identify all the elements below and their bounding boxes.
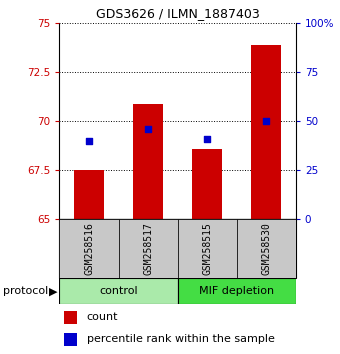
Bar xyxy=(252,45,281,219)
Bar xyxy=(64,311,77,324)
Text: count: count xyxy=(87,312,118,322)
Bar xyxy=(119,219,177,278)
Text: GSM258517: GSM258517 xyxy=(143,222,153,275)
Text: percentile rank within the sample: percentile rank within the sample xyxy=(87,335,274,344)
Text: GSM258516: GSM258516 xyxy=(84,222,94,275)
Bar xyxy=(74,170,104,219)
Point xyxy=(264,118,269,124)
Text: control: control xyxy=(99,286,138,296)
Text: GSM258530: GSM258530 xyxy=(261,222,271,275)
Bar xyxy=(59,278,177,304)
Bar xyxy=(59,219,119,278)
Point xyxy=(146,126,151,132)
Bar xyxy=(133,104,163,219)
Bar xyxy=(192,149,222,219)
Point xyxy=(86,138,92,144)
Title: GDS3626 / ILMN_1887403: GDS3626 / ILMN_1887403 xyxy=(96,7,259,21)
Text: MIF depletion: MIF depletion xyxy=(199,286,274,296)
Point xyxy=(204,136,210,142)
Text: protocol: protocol xyxy=(3,286,49,296)
Bar xyxy=(237,219,296,278)
Text: ▶: ▶ xyxy=(49,286,58,296)
Bar xyxy=(177,219,237,278)
Bar xyxy=(64,333,77,346)
Bar xyxy=(177,278,296,304)
Text: GSM258515: GSM258515 xyxy=(202,222,212,275)
